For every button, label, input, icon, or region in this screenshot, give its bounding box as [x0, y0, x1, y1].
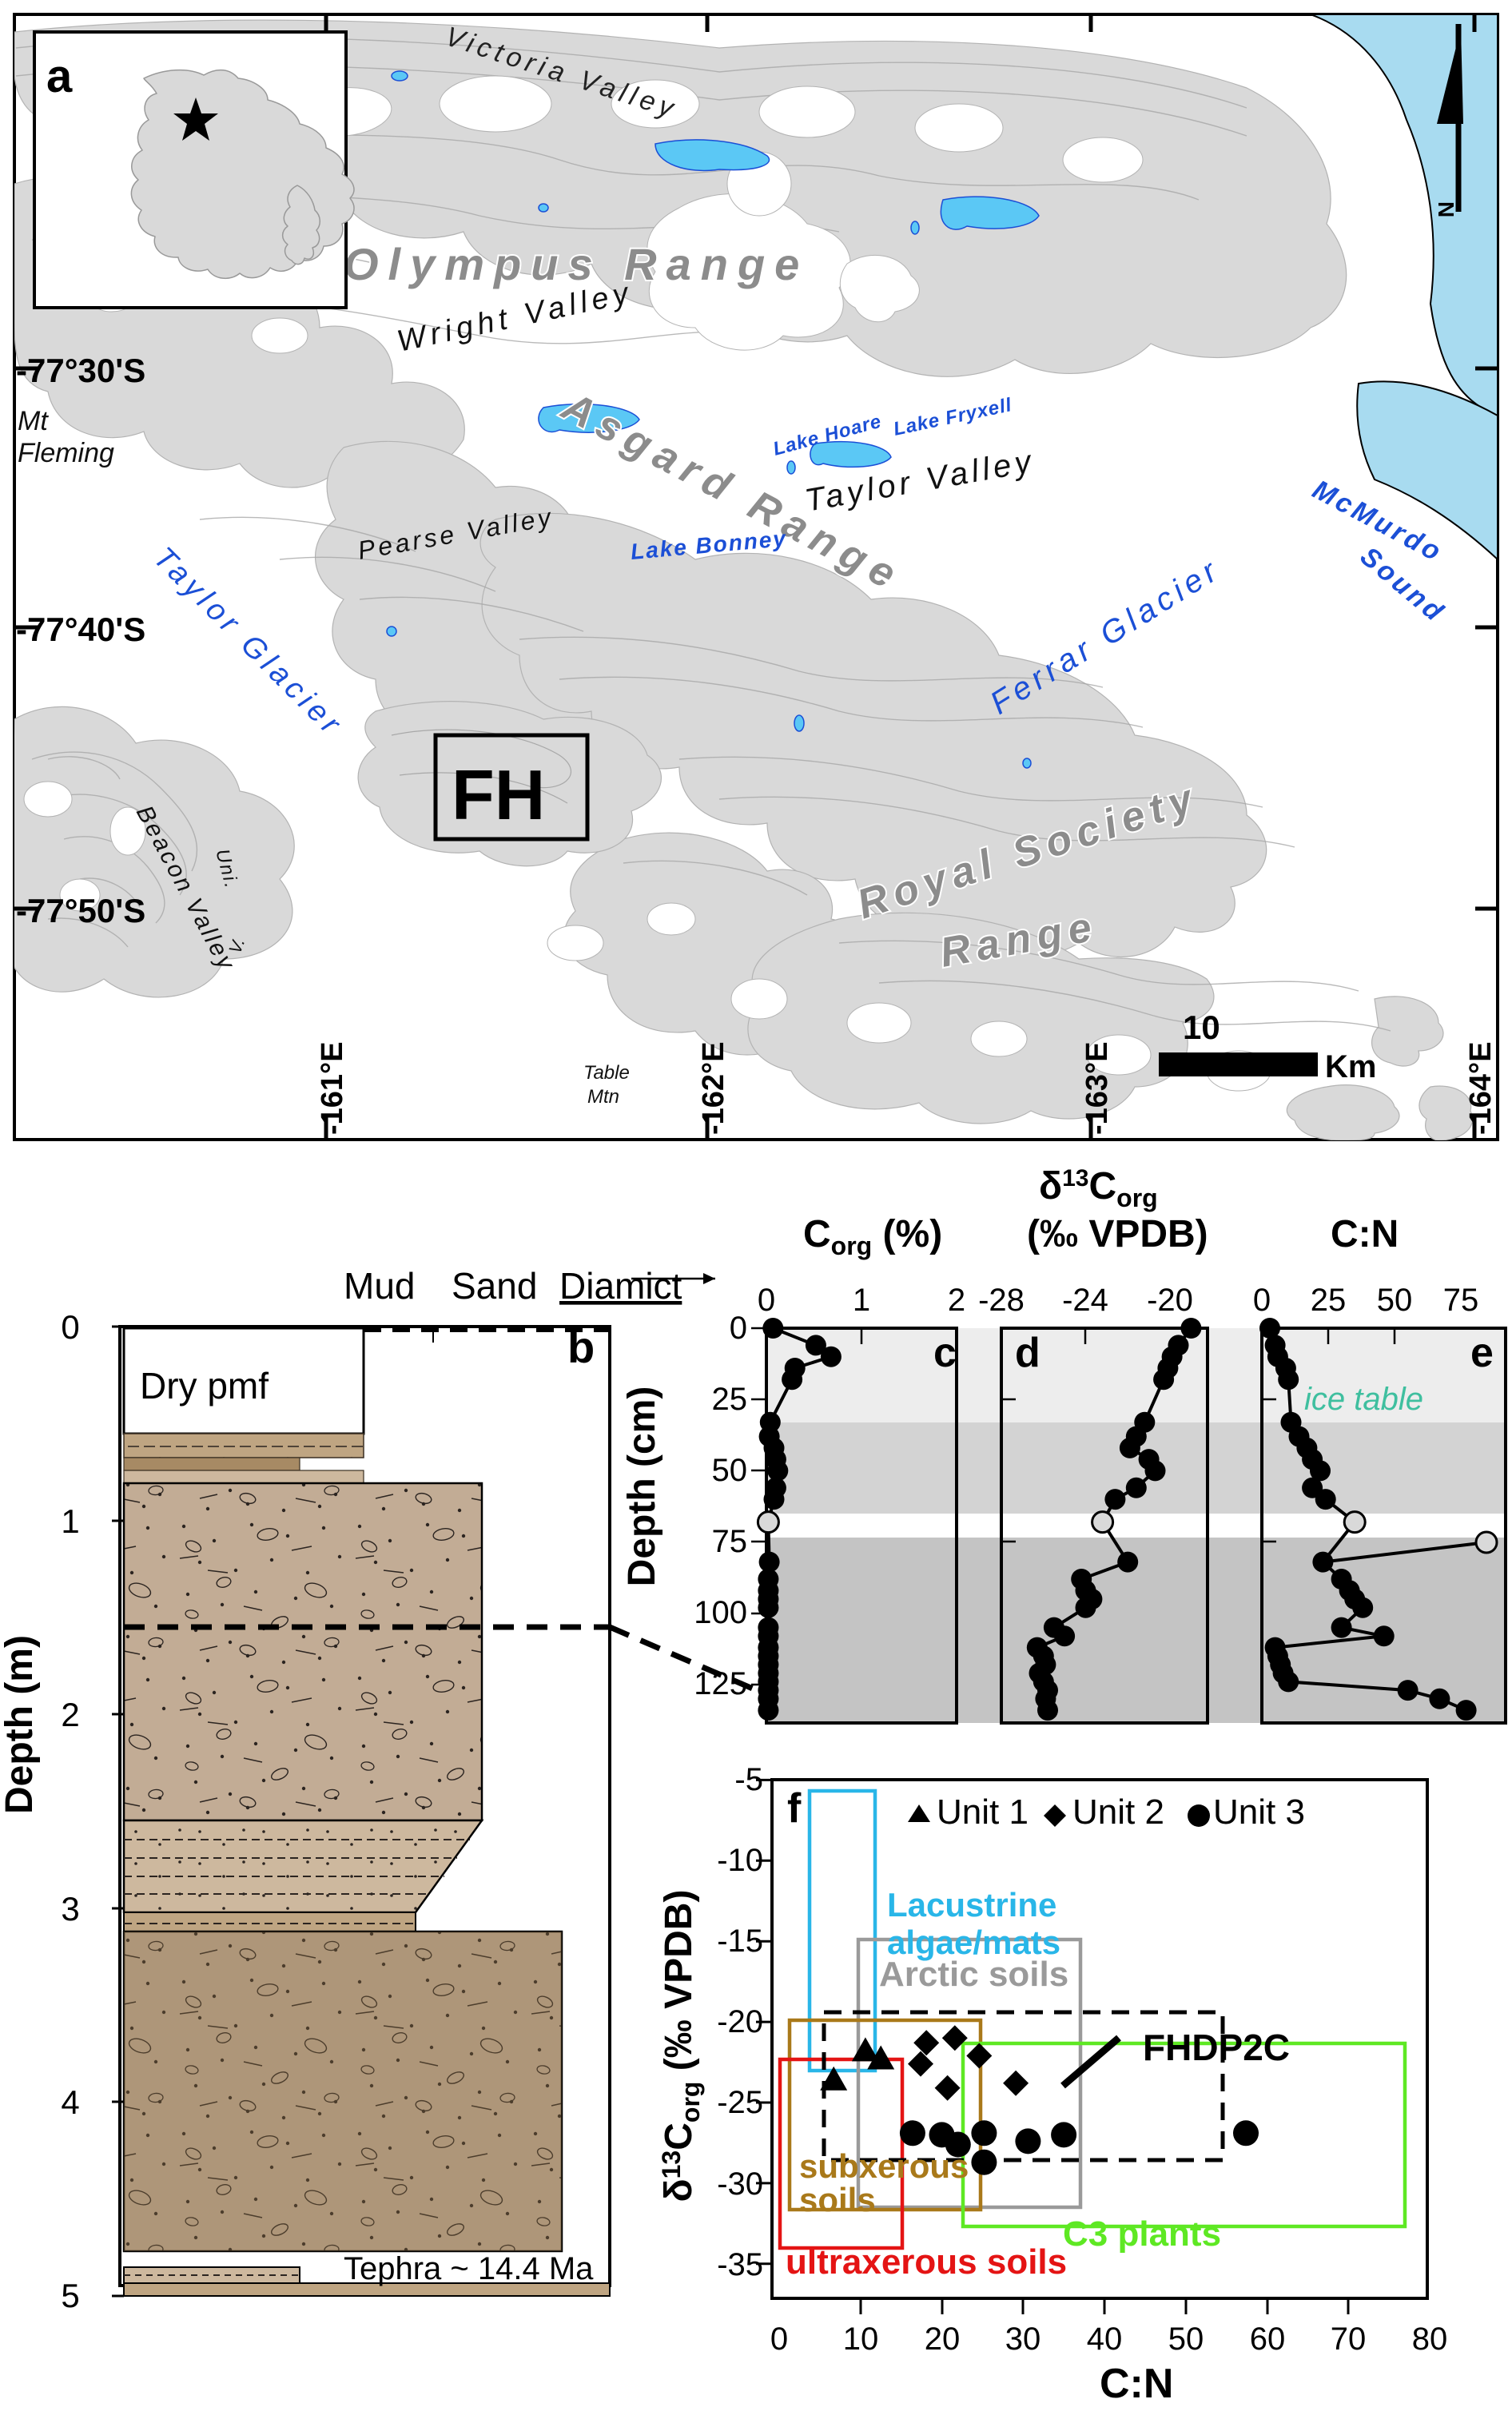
svg-text:0: 0 [730, 1311, 747, 1346]
svg-text:Depth (cm): Depth (cm) [621, 1387, 663, 1587]
svg-text:Table: Table [583, 1062, 630, 1084]
svg-text:e: e [1470, 1330, 1494, 1376]
svg-text:C:N: C:N [1331, 1213, 1399, 1255]
svg-text:70: 70 [1331, 2322, 1367, 2357]
svg-text:Tephra ~ 14.4 Ma: Tephra ~ 14.4 Ma [344, 2251, 594, 2286]
svg-text:60: 60 [1250, 2322, 1286, 2357]
svg-text:-162°E: -162°E [697, 1041, 730, 1135]
svg-text:50: 50 [712, 1453, 748, 1488]
svg-text:25: 25 [712, 1382, 748, 1417]
svg-text:C3 plants: C3 plants [1063, 2214, 1221, 2254]
svg-text:0: 0 [61, 1308, 79, 1346]
svg-text:75: 75 [712, 1524, 748, 1559]
svg-text:50: 50 [1377, 1283, 1413, 1318]
svg-text:Dry pmf: Dry pmf [140, 1365, 269, 1406]
svg-text:10: 10 [1183, 1009, 1220, 1046]
svg-text:ultraxerous soils: ultraxerous soils [786, 2242, 1067, 2282]
svg-text:-161°E: -161°E [316, 1041, 349, 1135]
svg-text:2: 2 [948, 1283, 965, 1318]
svg-text:Sand: Sand [452, 1265, 537, 1307]
svg-text:3: 3 [61, 1890, 79, 1928]
svg-text:C:N: C:N [1100, 2361, 1173, 2407]
svg-text:(‰ VPDB): (‰ VPDB) [1027, 1213, 1208, 1255]
svg-text:5: 5 [61, 2277, 79, 2314]
svg-text:1: 1 [61, 1502, 79, 1540]
svg-text:Mud: Mud [344, 1265, 415, 1307]
svg-text:125: 125 [694, 1666, 747, 1701]
svg-text:Arctic soils: Arctic soils [879, 1955, 1068, 1994]
svg-text:Mt: Mt [18, 406, 49, 436]
svg-text:-28: -28 [978, 1283, 1025, 1318]
svg-text:d: d [1015, 1330, 1040, 1376]
svg-text:0: 0 [1253, 1283, 1271, 1318]
svg-text:FH: FH [452, 755, 545, 834]
svg-text:soils: soils [799, 2181, 876, 2218]
svg-text:20: 20 [925, 2322, 961, 2357]
svg-text:δ13Corg: δ13Corg [1039, 1165, 1158, 1212]
svg-text:Fleming: Fleming [18, 438, 114, 468]
svg-text:2: 2 [61, 1696, 79, 1733]
svg-text:-163°E: -163°E [1080, 1041, 1114, 1135]
svg-text:1: 1 [853, 1283, 870, 1318]
svg-text:75: 75 [1443, 1283, 1479, 1318]
svg-text:25: 25 [1311, 1283, 1347, 1318]
svg-text:Depth (m): Depth (m) [0, 1635, 41, 1814]
svg-text:Km: Km [1325, 1049, 1376, 1084]
svg-text:c: c [933, 1330, 957, 1376]
svg-text:subxerous: subxerous [799, 2147, 969, 2185]
svg-text:30: 30 [1005, 2322, 1041, 2357]
svg-text:Olympus Range: Olympus Range [344, 239, 809, 289]
svg-text:Unit 3: Unit 3 [1213, 1792, 1305, 1832]
svg-text:ice table: ice table [1304, 1382, 1423, 1417]
svg-text:Corg (%): Corg (%) [803, 1213, 942, 1260]
svg-text:-20: -20 [1147, 1283, 1193, 1318]
svg-text:40: 40 [1087, 2322, 1123, 2357]
svg-text:50: 50 [1168, 2322, 1204, 2357]
svg-text:b: b [567, 1322, 595, 1372]
svg-text:f: f [787, 1785, 802, 1832]
svg-text:4: 4 [61, 2083, 79, 2121]
svg-text:-164°E: -164°E [1464, 1041, 1498, 1135]
svg-text:Mtn: Mtn [587, 1086, 619, 1108]
svg-text:Lacustrine: Lacustrine [887, 1886, 1056, 1924]
svg-text:N: N [1434, 201, 1458, 217]
svg-text:-77°50'S: -77°50'S [16, 892, 145, 929]
svg-text:δ13Corg (‰ VPDB): δ13Corg (‰ VPDB) [657, 1890, 705, 2202]
svg-text:Unit 2: Unit 2 [1072, 1792, 1164, 1832]
svg-text:80: 80 [1412, 2322, 1448, 2357]
svg-text:0: 0 [758, 1283, 775, 1318]
svg-text:10: 10 [843, 2322, 879, 2357]
svg-text:FHDP2C: FHDP2C [1143, 2027, 1290, 2068]
svg-text:Diamict: Diamict [559, 1265, 682, 1307]
svg-text:-77°40'S: -77°40'S [16, 611, 145, 648]
svg-text:0: 0 [770, 2322, 788, 2357]
svg-text:a: a [46, 50, 73, 102]
svg-text:-24: -24 [1062, 1283, 1108, 1318]
svg-text:Unit 1: Unit 1 [937, 1792, 1029, 1832]
svg-text:100: 100 [694, 1595, 747, 1630]
svg-text:-77°30'S: -77°30'S [16, 352, 145, 389]
